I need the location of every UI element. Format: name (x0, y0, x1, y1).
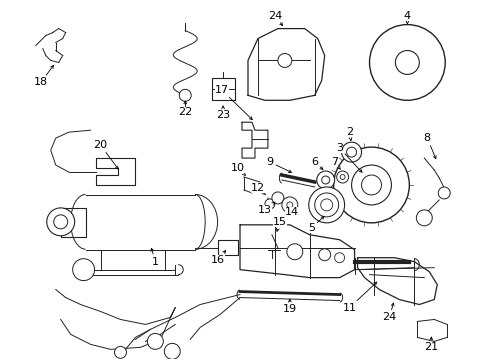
Text: 11: 11 (342, 282, 376, 312)
Text: 21: 21 (424, 337, 437, 352)
Text: 5: 5 (307, 216, 324, 233)
Circle shape (164, 343, 180, 359)
Circle shape (333, 147, 408, 223)
Text: 6: 6 (310, 157, 322, 170)
Text: 16: 16 (211, 251, 225, 265)
Circle shape (147, 333, 163, 349)
Text: 10: 10 (230, 163, 245, 175)
Text: 3: 3 (335, 143, 361, 172)
Text: 4: 4 (403, 11, 410, 24)
Text: 1: 1 (151, 248, 159, 267)
Text: 7: 7 (330, 157, 340, 169)
Circle shape (314, 193, 338, 217)
Circle shape (346, 147, 356, 157)
Circle shape (179, 89, 191, 101)
Circle shape (437, 187, 449, 199)
Circle shape (369, 24, 444, 100)
Circle shape (286, 244, 302, 260)
Circle shape (361, 175, 381, 195)
Text: 20: 20 (93, 140, 118, 169)
Text: 9: 9 (266, 157, 291, 172)
Circle shape (341, 142, 361, 162)
Text: 24: 24 (382, 303, 396, 323)
Text: 22: 22 (178, 101, 192, 117)
Circle shape (318, 249, 330, 261)
Circle shape (351, 165, 390, 205)
Text: 19: 19 (282, 299, 296, 315)
Circle shape (277, 54, 291, 67)
Circle shape (321, 176, 329, 184)
Circle shape (264, 199, 274, 209)
Text: 24: 24 (267, 11, 282, 26)
Circle shape (73, 259, 94, 280)
Circle shape (54, 215, 67, 229)
Text: 12: 12 (250, 183, 265, 195)
Text: 8: 8 (423, 133, 435, 159)
Text: 23: 23 (216, 106, 230, 120)
Text: 14: 14 (284, 207, 298, 217)
Text: 17: 17 (215, 85, 252, 120)
Circle shape (395, 50, 419, 75)
Circle shape (316, 171, 334, 189)
Circle shape (47, 208, 75, 236)
Text: 2: 2 (346, 127, 352, 140)
Circle shape (334, 253, 344, 263)
Circle shape (320, 199, 332, 211)
Text: 18: 18 (34, 66, 53, 87)
Circle shape (114, 346, 126, 358)
Circle shape (340, 175, 345, 180)
Circle shape (336, 171, 348, 183)
Circle shape (286, 202, 292, 208)
Text: 13: 13 (257, 202, 274, 215)
Circle shape (308, 187, 344, 223)
Circle shape (415, 210, 431, 226)
Text: 15: 15 (272, 217, 286, 231)
Circle shape (271, 192, 283, 204)
Circle shape (281, 197, 297, 213)
